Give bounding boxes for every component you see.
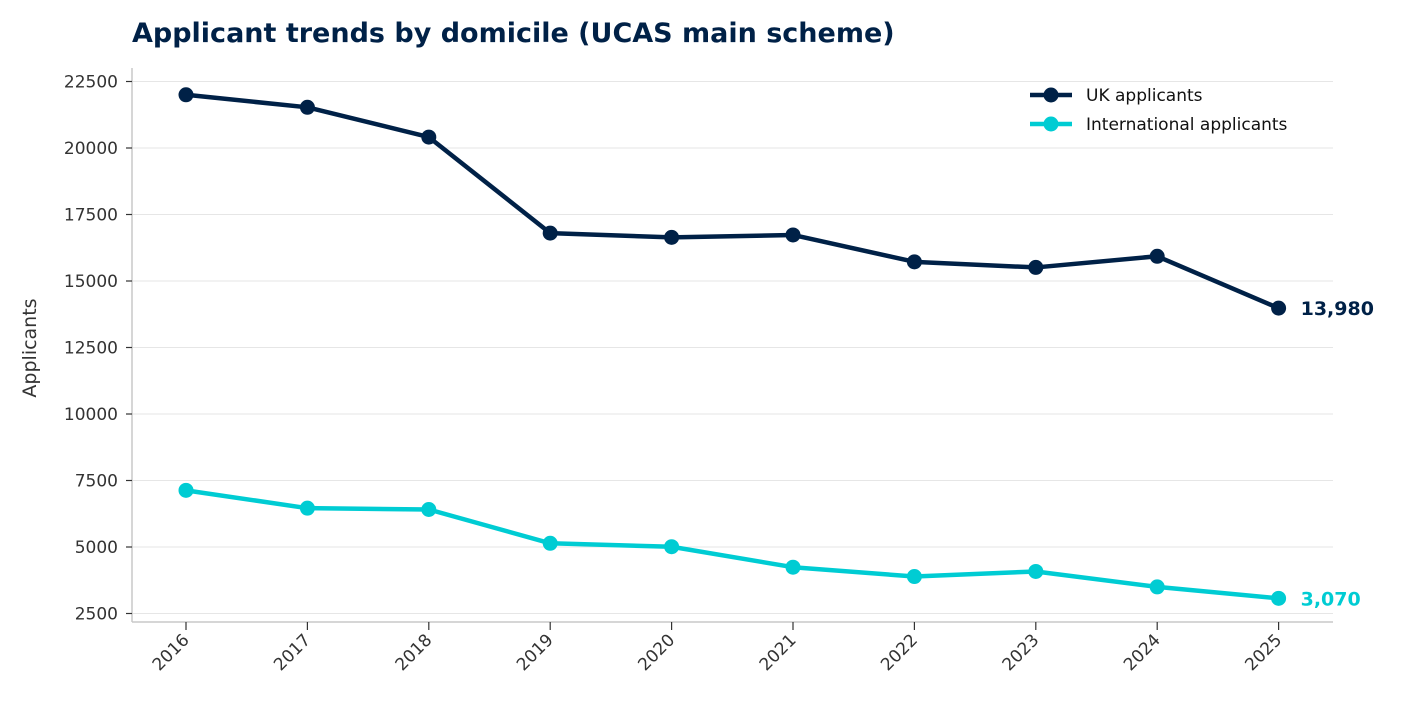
y-axis-label: Applicants <box>19 298 41 397</box>
data-point <box>421 129 437 145</box>
data-point <box>664 229 680 245</box>
series-uk-applicants: 13,980 <box>178 87 1374 320</box>
data-point <box>906 569 922 585</box>
series-line <box>183 92 1281 311</box>
data-point <box>542 535 558 551</box>
legend-item: International applicants <box>1030 115 1288 135</box>
data-point <box>299 99 315 115</box>
grid <box>132 81 1333 614</box>
data-point <box>664 539 680 555</box>
x-tick-label: 2018 <box>392 630 437 675</box>
x-tick-label: 2016 <box>149 630 194 675</box>
series-line <box>183 488 1281 601</box>
data-point <box>542 225 558 241</box>
data-point <box>1149 579 1165 595</box>
data-point <box>1271 300 1287 316</box>
data-point <box>785 227 801 243</box>
x-tick-label: 2023 <box>999 630 1044 675</box>
y-tick-label: 12500 <box>64 339 118 359</box>
legend-item: UK applicants <box>1030 86 1203 106</box>
data-point <box>1028 259 1044 275</box>
x-tick-label: 2021 <box>756 630 801 675</box>
y-tick-label: 10000 <box>64 405 118 425</box>
data-point <box>299 500 315 516</box>
y-ticks: 2500 5000 7500 10000 12500 15000 17500 20000 225… <box>64 73 132 625</box>
legend-label: International applicants <box>1086 115 1288 135</box>
end-value-label: 3,070 <box>1301 588 1361 610</box>
y-tick-label: 7500 <box>75 472 118 492</box>
y-tick-label: 5000 <box>75 538 118 558</box>
axes <box>131 68 1333 623</box>
legend-label: UK applicants <box>1086 86 1203 106</box>
x-tick-label: 2019 <box>513 630 558 675</box>
x-tick-label: 2020 <box>634 630 679 675</box>
data-point <box>1028 563 1044 579</box>
chart-title: Applicant trends by domicile (UCAS main … <box>132 18 895 49</box>
y-tick-label: 2500 <box>75 605 118 625</box>
x-tick-label: 2024 <box>1120 630 1165 675</box>
legend: UK applicants International applicants <box>1030 86 1288 135</box>
data-point <box>785 559 801 575</box>
x-tick-label: 2017 <box>270 630 315 675</box>
x-tick-label: 2025 <box>1241 630 1286 675</box>
x-ticks: 2016 2017 2018 2019 2020 2021 2022 2023 2024 2025 <box>149 622 1286 675</box>
series-layer: 13,980 3,070 <box>178 87 1374 610</box>
data-point <box>178 87 194 103</box>
y-tick-label: 15000 <box>64 272 118 292</box>
x-tick-label: 2022 <box>877 630 922 675</box>
data-point <box>421 501 437 517</box>
legend-marker <box>1043 116 1059 132</box>
end-value-label: 13,980 <box>1301 298 1374 320</box>
data-point <box>906 254 922 270</box>
y-tick-label: 20000 <box>64 139 118 159</box>
data-point <box>178 482 194 498</box>
y-tick-label: 22500 <box>64 73 118 93</box>
data-point <box>1271 590 1287 606</box>
data-point <box>1149 248 1165 264</box>
y-tick-label: 17500 <box>64 206 118 226</box>
legend-marker <box>1043 87 1059 103</box>
series-international-applicants: 3,070 <box>178 482 1361 610</box>
